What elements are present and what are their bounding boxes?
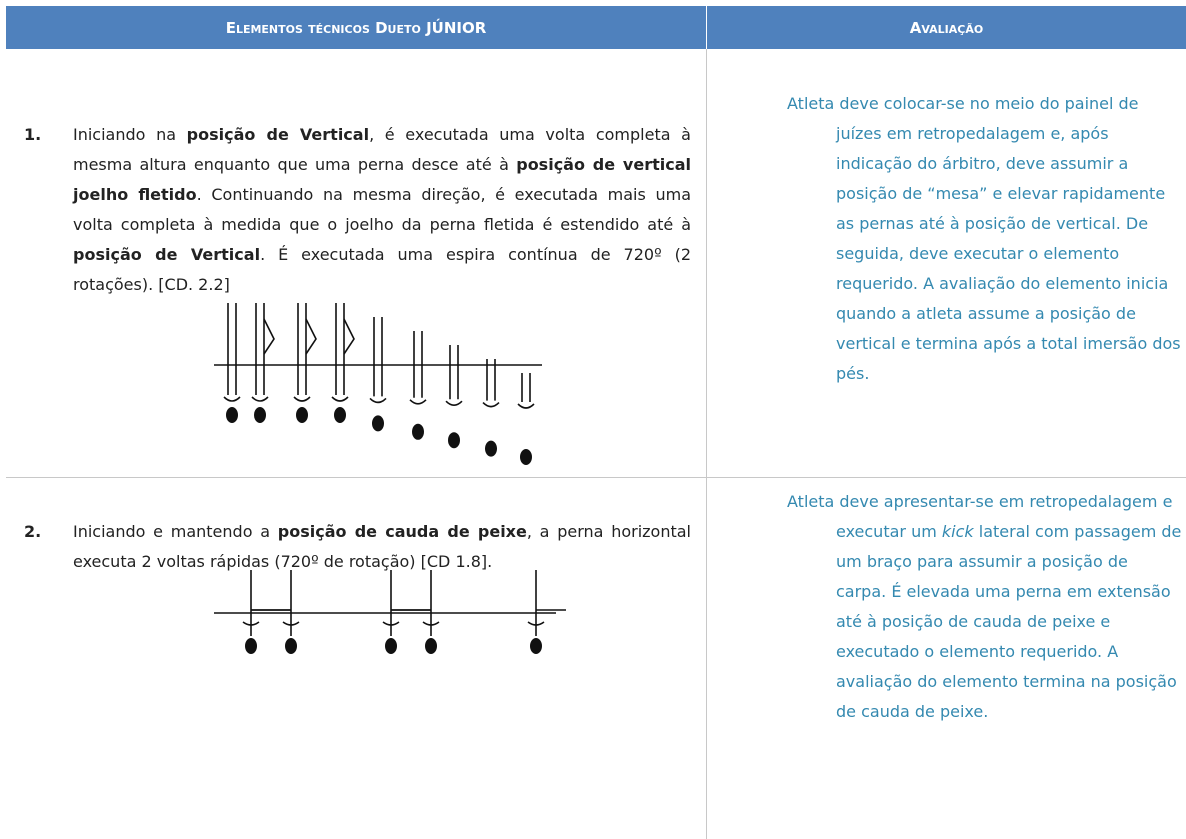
figure-stroke xyxy=(282,621,300,626)
figure-stroke xyxy=(305,318,317,355)
text-run: kick xyxy=(941,522,974,541)
figure-stroke xyxy=(334,407,346,423)
row-number: 2. xyxy=(24,522,42,541)
figure-stroke xyxy=(227,303,237,395)
text-run: Atleta deve apresentar-se em retropedala… xyxy=(787,492,1173,541)
text-run: posição de Vertical xyxy=(73,245,261,264)
evaluation: Atleta deve apresentar-se em retropedala… xyxy=(787,487,1183,727)
figure-stroke xyxy=(285,638,297,654)
figure-stroke xyxy=(445,400,463,406)
description: Iniciando e mantendo a posição de cauda … xyxy=(73,517,691,577)
figure-stroke xyxy=(409,399,427,405)
figure-stroke xyxy=(485,440,497,457)
text-run: posição de Vertical xyxy=(186,125,370,144)
header-text: Elementos técnicos Dueto JÚNIOR xyxy=(225,18,487,37)
figure-stroke xyxy=(372,415,384,432)
figure-stroke xyxy=(369,397,387,404)
header-cell: Avaliação xyxy=(707,6,1186,49)
text-run: Iniciando e mantendo a xyxy=(73,522,278,541)
figure-stroke xyxy=(343,318,355,355)
text-run: Atleta deve colocar-se no meio do painel… xyxy=(787,94,1181,383)
figure-stroke xyxy=(296,407,308,423)
row xyxy=(6,49,1186,478)
figure-stroke xyxy=(335,303,345,395)
figure-stroke xyxy=(297,303,307,395)
figure-stroke xyxy=(251,396,269,402)
figure-stroke xyxy=(449,345,459,400)
figure-fishtail xyxy=(214,570,566,654)
figure-stroke xyxy=(486,359,496,401)
figure-vertical-spin xyxy=(214,303,542,465)
figure-stroke xyxy=(385,638,397,654)
table: Elementos técnicos Dueto JÚNIOR Avaliaçã… xyxy=(6,6,1186,839)
header-cell: Elementos técnicos Dueto JÚNIOR xyxy=(6,6,706,49)
text-run: Iniciando na xyxy=(73,125,187,144)
text-run: . Continuando na mesma direção, é execut… xyxy=(73,185,692,234)
figure-stroke xyxy=(263,318,275,355)
text-run: , é executada uma volta completa à mesma… xyxy=(73,125,691,174)
text-run: . É executada uma espira contínua de 720… xyxy=(73,245,691,294)
figure-stroke xyxy=(425,638,437,654)
figure-stroke xyxy=(254,407,266,423)
figure-stroke xyxy=(245,638,257,654)
evaluation: Atleta deve colocar-se no meio do painel… xyxy=(787,89,1183,389)
figure-stroke xyxy=(293,396,311,402)
figure-stroke xyxy=(382,621,400,626)
figure-stroke xyxy=(373,317,383,397)
row-number: 1. xyxy=(24,125,42,144)
description: Iniciando na posição de Vertical, é exec… xyxy=(73,120,691,300)
figure-stroke xyxy=(527,621,545,626)
text-run: posição de vertical joelho fletido xyxy=(73,155,691,204)
figure-stroke xyxy=(226,407,238,423)
text-run: lateral com passagem de um braço para as… xyxy=(836,522,1182,721)
column-divider xyxy=(706,49,707,839)
figure-stroke xyxy=(255,303,265,395)
text-run: , a perna horizontal executa 2 voltas rá… xyxy=(73,522,691,571)
figure-stroke xyxy=(242,621,260,626)
text-run: posição de cauda de peixe xyxy=(277,522,527,541)
header-text: Avaliação xyxy=(909,18,984,37)
figure-stroke xyxy=(412,423,424,440)
figure-stroke xyxy=(331,396,349,402)
figure-stroke xyxy=(521,373,531,402)
figure-stroke xyxy=(413,331,423,398)
figure-stroke xyxy=(520,449,532,465)
figure-stroke xyxy=(422,621,440,626)
figure-stroke xyxy=(448,432,460,449)
figure-stroke xyxy=(482,402,500,408)
figure-stroke xyxy=(517,403,535,409)
figure-stroke xyxy=(530,638,542,654)
figure-stroke xyxy=(223,396,241,402)
